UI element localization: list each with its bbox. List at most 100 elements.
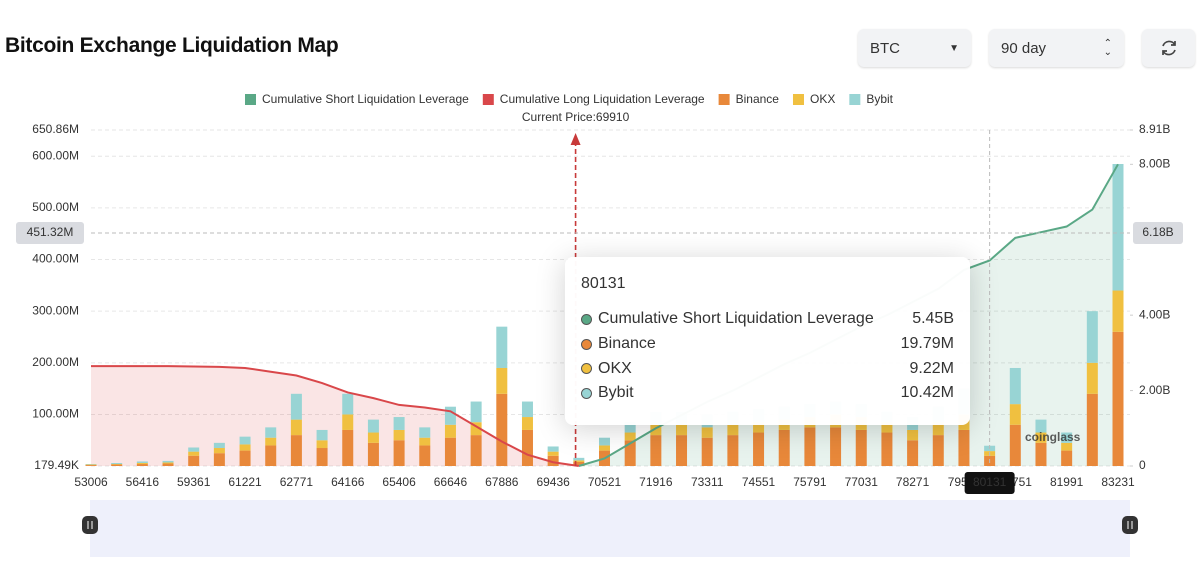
y-tick-label: 500.00M (32, 200, 79, 214)
legend-swatch (849, 94, 861, 105)
tooltip-dot (581, 363, 592, 375)
bar (136, 462, 148, 465)
refresh-button[interactable] (1142, 29, 1195, 67)
line-area (91, 366, 579, 466)
bar (111, 464, 123, 466)
bar (804, 427, 816, 466)
bar (624, 422, 636, 433)
bar (213, 453, 225, 466)
crosshair-y-label: 451.32M (27, 225, 74, 239)
bar (496, 393, 508, 466)
y-tick-label: 400.00M (32, 252, 79, 266)
bar (727, 424, 739, 436)
bar (342, 414, 354, 430)
tooltip-row: Binance 19.79M (581, 332, 954, 357)
bar (727, 435, 739, 466)
x-tick-label: 70521 (588, 475, 622, 489)
bar (1061, 450, 1073, 466)
line-area (578, 164, 1118, 466)
tooltip-series: OKX (598, 359, 632, 377)
legend-label: Cumulative Long Liquidation Leverage (500, 92, 705, 106)
bar (316, 448, 328, 466)
crosshair-y-box (16, 222, 84, 245)
tooltip: 80131 Cumulative Short Liquidation Lever… (565, 257, 970, 425)
bar (1112, 164, 1124, 291)
tooltip-series: Bybit (598, 384, 634, 402)
tooltip-rows: Cumulative Short Liquidation Leverage 5.4… (581, 307, 954, 406)
bar (213, 448, 225, 454)
bar (573, 461, 585, 466)
bar (701, 427, 713, 438)
x-tick-label: 61221 (228, 475, 262, 489)
bar (367, 432, 379, 443)
bar (1009, 367, 1021, 405)
bar (676, 424, 688, 436)
tooltip-value: 10.42M (900, 384, 954, 402)
bar (265, 427, 277, 438)
bar (753, 432, 765, 466)
x-tick-label: 75791 (793, 475, 827, 489)
bar (239, 444, 251, 451)
bar (290, 419, 302, 436)
x-tick-label: 69436 (536, 475, 570, 489)
bar (650, 424, 662, 436)
bar (650, 435, 662, 466)
x-tick-label: 56416 (126, 475, 160, 489)
slider-handle (82, 516, 98, 534)
bar (753, 422, 765, 433)
legend-label: Bybit (866, 92, 893, 106)
watermark: coinglass (1025, 430, 1081, 444)
bar (1086, 362, 1098, 394)
bar (778, 429, 790, 466)
bar (470, 401, 482, 423)
y-tick-label: 179.49K (34, 458, 79, 472)
bar (830, 427, 842, 466)
bar (624, 440, 636, 466)
bar (239, 436, 251, 445)
bar (393, 429, 405, 441)
bar (136, 464, 148, 466)
x-tick-label: 74551 (742, 475, 776, 489)
bar (444, 424, 456, 438)
range-value: 90 day (1001, 39, 1047, 57)
tooltip-row: OKX 9.22M (581, 356, 954, 381)
y2-tick-label: 2.00B (1139, 383, 1170, 397)
bar (573, 457, 585, 461)
bar (496, 367, 508, 394)
bar (162, 463, 174, 466)
coin-select[interactable]: BTC ▼ (858, 29, 971, 67)
legend-label: Cumulative Short Liquidation Leverage (262, 92, 469, 106)
bar (907, 429, 919, 441)
y2-tick-label: 8.91B (1139, 122, 1170, 136)
bar (1086, 311, 1098, 363)
bar (1035, 442, 1047, 466)
y-tick-label: 650.86M (32, 122, 79, 136)
bar (85, 464, 97, 465)
bar (393, 440, 405, 466)
x-tick-label: 71916 (639, 475, 673, 489)
x-tick-label: 77031 (845, 475, 879, 489)
bar (419, 427, 431, 438)
tooltip-series: Binance (598, 335, 656, 353)
bar (316, 440, 328, 449)
tooltip-value: 9.22M (909, 359, 954, 377)
bar (521, 429, 533, 466)
refresh-icon (1161, 40, 1176, 56)
bar (419, 437, 431, 446)
dropdown-arrow: ▼ (949, 42, 959, 54)
bar (1035, 419, 1047, 433)
tooltip-dot (581, 338, 592, 350)
tooltip-dot (581, 387, 592, 399)
bar (547, 446, 559, 452)
range-select[interactable]: 90 day ⌃ ⌄ (989, 29, 1124, 67)
tooltip-series: Cumulative Short Liquidation Leverage (598, 310, 874, 328)
bar (419, 445, 431, 466)
range-slider (90, 500, 1130, 557)
tooltip-row: Bybit 10.42M (581, 381, 954, 406)
bar (676, 435, 688, 466)
coin-value: BTC (870, 39, 900, 57)
bar (290, 435, 302, 466)
bar (624, 432, 636, 441)
x-tick-label: 67886 (485, 475, 519, 489)
